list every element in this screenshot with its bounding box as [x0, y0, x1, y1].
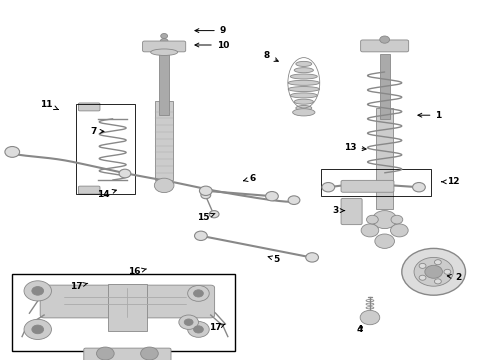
Text: 5: 5 [268, 255, 280, 264]
Text: 11: 11 [40, 100, 58, 109]
Text: 8: 8 [264, 51, 278, 61]
Circle shape [435, 260, 441, 265]
Text: 4: 4 [357, 325, 364, 334]
Text: 12: 12 [441, 177, 460, 186]
Circle shape [414, 257, 453, 286]
Ellipse shape [288, 87, 319, 92]
Bar [376, 108, 393, 209]
Circle shape [201, 192, 211, 199]
Circle shape [288, 196, 300, 204]
Circle shape [97, 347, 114, 360]
Bar [380, 54, 390, 119]
Circle shape [419, 264, 426, 269]
Circle shape [141, 347, 158, 360]
Ellipse shape [296, 62, 312, 66]
Text: 14: 14 [97, 189, 116, 199]
Circle shape [375, 234, 394, 248]
Circle shape [24, 319, 51, 339]
Text: 1: 1 [418, 111, 441, 120]
Circle shape [402, 248, 465, 295]
Bar [12, 274, 235, 351]
FancyBboxPatch shape [40, 285, 215, 318]
Text: 7: 7 [90, 127, 104, 136]
Bar [108, 284, 147, 331]
Circle shape [161, 33, 168, 39]
Circle shape [391, 215, 403, 224]
Circle shape [195, 231, 207, 240]
Circle shape [184, 319, 193, 325]
Text: 2: 2 [447, 273, 461, 282]
Circle shape [5, 147, 20, 157]
Ellipse shape [290, 93, 318, 98]
Circle shape [346, 207, 358, 216]
Text: 17: 17 [209, 323, 225, 332]
Circle shape [444, 269, 451, 274]
Ellipse shape [296, 105, 312, 111]
FancyBboxPatch shape [361, 40, 409, 52]
Circle shape [199, 186, 212, 195]
Text: 15: 15 [197, 213, 215, 222]
Circle shape [188, 285, 209, 301]
Circle shape [435, 279, 441, 284]
Circle shape [413, 183, 425, 192]
Bar [159, 50, 169, 115]
Ellipse shape [294, 99, 314, 104]
Bar [321, 169, 431, 196]
Circle shape [32, 287, 44, 295]
Circle shape [194, 326, 203, 333]
Circle shape [154, 178, 174, 193]
Circle shape [179, 315, 198, 329]
FancyBboxPatch shape [143, 41, 186, 52]
Circle shape [419, 275, 426, 280]
Circle shape [194, 290, 203, 297]
Bar [76, 104, 135, 194]
Circle shape [188, 321, 209, 337]
Ellipse shape [294, 68, 314, 73]
Circle shape [372, 211, 397, 229]
Circle shape [391, 224, 408, 237]
Circle shape [119, 169, 131, 178]
Circle shape [360, 310, 380, 325]
Circle shape [322, 183, 335, 192]
Text: 10: 10 [195, 41, 229, 50]
FancyBboxPatch shape [78, 103, 100, 111]
Text: 3: 3 [333, 206, 344, 215]
Circle shape [32, 325, 44, 334]
Ellipse shape [290, 74, 318, 79]
FancyBboxPatch shape [78, 186, 100, 194]
Circle shape [380, 36, 390, 43]
Text: 6: 6 [244, 174, 255, 183]
Text: 9: 9 [195, 26, 226, 35]
FancyBboxPatch shape [341, 180, 394, 192]
Circle shape [209, 211, 219, 218]
FancyBboxPatch shape [341, 198, 362, 225]
Circle shape [306, 253, 318, 262]
Ellipse shape [293, 109, 315, 116]
Ellipse shape [151, 49, 177, 55]
Text: 16: 16 [128, 267, 147, 276]
Circle shape [425, 265, 442, 278]
FancyBboxPatch shape [84, 348, 171, 360]
Ellipse shape [288, 80, 319, 85]
Circle shape [361, 224, 379, 237]
Circle shape [160, 39, 168, 44]
Text: 17: 17 [70, 282, 88, 291]
Circle shape [24, 281, 51, 301]
Text: 13: 13 [344, 143, 366, 152]
Circle shape [367, 215, 378, 224]
Bar [155, 101, 173, 180]
Circle shape [266, 192, 278, 201]
